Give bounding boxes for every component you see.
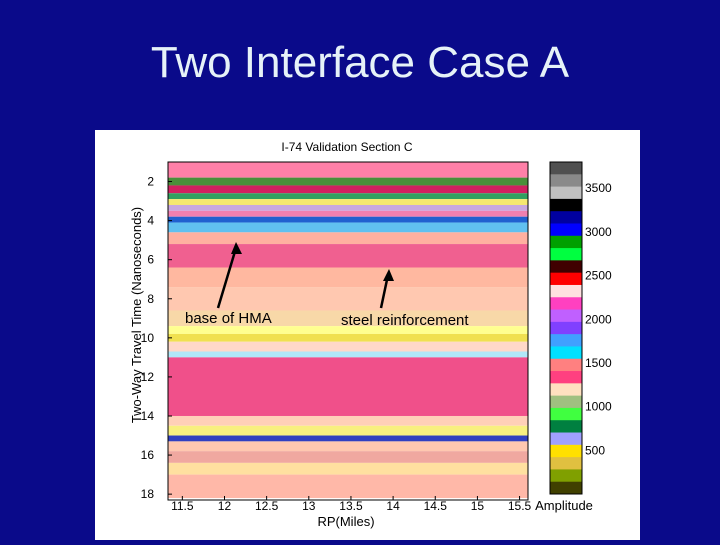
heatmap-band-16: [168, 341, 528, 352]
x-tick-label-6: 14.5: [424, 499, 448, 513]
colorbar-label: Amplitude: [535, 498, 593, 513]
colorbar-swatch-20: [550, 407, 582, 421]
heatmap-band-1: [168, 177, 528, 186]
chart-title: I-74 Validation Section C: [281, 140, 413, 154]
annotation-arrowhead-hma: [231, 242, 242, 254]
colorbar-swatch-2: [550, 186, 582, 200]
y-axis-ticks: 2 4 6 8 10 12 14 16 18: [141, 175, 172, 501]
heatmap-band-4: [168, 199, 528, 205]
heatmap-band-8: [168, 222, 528, 233]
y-axis-label: Two-Way Travel Time (Nanoseconds): [129, 207, 144, 423]
colorbar-swatch-9: [550, 272, 582, 286]
colorbar-swatch-6: [550, 235, 582, 249]
colorbar-swatch-22: [550, 432, 582, 446]
colorbar-ticks: 500 1000 1500 2000 2500 3000 3500: [585, 181, 612, 457]
colorbar-swatch-7: [550, 248, 582, 261]
colorbar-tick-label-2: 1500: [585, 356, 612, 370]
colorbar-tick-label-5: 3000: [585, 225, 612, 239]
x-tick-label-4: 13.5: [339, 499, 363, 513]
heatmap-band-9: [168, 232, 528, 245]
colorbar-tick-label-4: 2500: [585, 269, 612, 283]
x-tick-label-5: 14: [386, 499, 400, 513]
x-axis-ticks: 11.5 12 12.5 13 13.5 14 14.5 15 15.5: [171, 496, 532, 513]
colorbar-frame: [549, 161, 583, 495]
heatmap-band-23: [168, 451, 528, 463]
y-tick-label-8: 18: [141, 487, 155, 501]
heatmap-band-0: [168, 162, 528, 178]
colorbar-swatch-14: [550, 334, 582, 347]
y-tick-label-5: 12: [141, 370, 155, 384]
plot-frame: [167, 161, 529, 501]
colorbar-tick-label-1: 1000: [585, 400, 612, 414]
colorbar-swatch-10: [550, 284, 582, 298]
heatmap-band-6: [168, 210, 528, 217]
colorbar: [550, 162, 582, 495]
colorbar-tick-label-3: 2000: [585, 312, 612, 326]
colorbar-swatch-17: [550, 371, 582, 384]
colorbar-swatch-19: [550, 395, 582, 409]
colorbar-tick-label-6: 3500: [585, 181, 612, 195]
colorbar-swatch-5: [550, 223, 582, 237]
colorbar-swatch-18: [550, 383, 582, 397]
annotation-arrow-hma: [216, 247, 238, 309]
heatmap-band-5: [168, 204, 528, 211]
colorbar-swatch-16: [550, 358, 582, 372]
colorbar-swatch-15: [550, 346, 582, 360]
annotations: base of HMA steel reinforcement: [185, 242, 469, 329]
colorbar-swatch-4: [550, 211, 582, 224]
colorbar-swatch-12: [550, 309, 582, 323]
y-tick-label-6: 14: [141, 409, 155, 423]
colorbar-swatch-1: [550, 174, 582, 188]
colorbar-swatch-26: [550, 481, 582, 495]
y-tick-label-0: 2: [147, 175, 154, 189]
plot-area: [168, 162, 528, 499]
heatmap-band-17: [168, 351, 528, 358]
heatmap-band-22: [168, 441, 528, 452]
chart-figure: I-74 Validation Section C 2 4 6 8 10 12 14 16 18…: [95, 130, 640, 540]
heatmap-band-3: [168, 193, 528, 200]
heatmap-band-14: [168, 326, 528, 334]
colorbar-swatch-25: [550, 469, 582, 483]
colorbar-swatch-21: [550, 420, 582, 434]
annotation-base-of-hma: base of HMA: [185, 310, 272, 327]
heatmap-band-13: [168, 310, 528, 327]
heatmap-band-11: [168, 267, 528, 288]
annotation-arrowhead-steel: [383, 269, 394, 281]
colorbar-swatch-3: [550, 198, 582, 212]
gpr-chart: I-74 Validation Section C 2 4 6 8 10 12 14 16 18…: [129, 140, 612, 529]
heatmap-band-7: [168, 216, 528, 223]
colorbar-swatch-8: [550, 260, 582, 274]
x-tick-label-3: 13: [302, 499, 316, 513]
colorbar-swatch-0: [550, 162, 582, 175]
x-tick-label-8: 15.5: [508, 499, 532, 513]
heatmap-band-25: [168, 474, 528, 499]
colorbar-swatch-11: [550, 297, 582, 311]
x-tick-label-7: 15: [471, 499, 485, 513]
y-tick-label-4: 10: [141, 331, 155, 345]
heatmap-band-2: [168, 185, 528, 194]
heatmap-band-12: [168, 287, 528, 311]
annotation-steel-reinforcement: steel reinforcement: [341, 312, 469, 329]
heatmap-band-15: [168, 333, 528, 342]
heatmap-band-24: [168, 462, 528, 475]
y-tick-label-1: 4: [147, 214, 154, 228]
x-tick-label-2: 12.5: [255, 499, 279, 513]
y-tick-label-2: 6: [147, 253, 154, 267]
heatmap-band-20: [168, 425, 528, 436]
heatmap-band-18: [168, 357, 528, 416]
colorbar-swatch-23: [550, 444, 582, 458]
heatmap-band-10: [168, 244, 528, 268]
x-axis-label: RP(Miles): [317, 514, 374, 529]
y-tick-label-7: 16: [141, 448, 155, 462]
y-tick-label-3: 8: [147, 292, 154, 306]
heatmap-band-19: [168, 415, 528, 426]
colorbar-swatch-24: [550, 457, 582, 470]
x-tick-label-0: 11.5: [171, 499, 194, 513]
x-tick-label-1: 12: [218, 499, 232, 513]
slide-title: Two Interface Case A: [150, 38, 570, 87]
colorbar-tick-label-0: 500: [585, 443, 605, 457]
colorbar-swatch-13: [550, 321, 582, 335]
heatmap-band-21: [168, 435, 528, 442]
